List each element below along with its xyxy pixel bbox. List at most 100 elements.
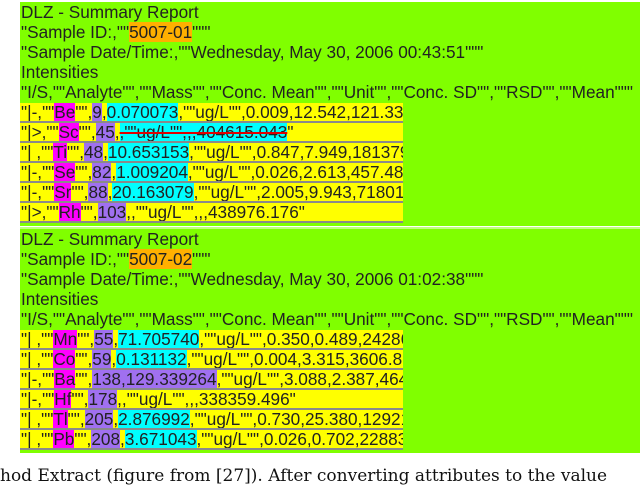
report-title: DLZ - Summary Report [21,229,199,249]
text-segment: "|-,"" [21,370,55,389]
text-segment: "|-,"" [21,163,55,182]
mass-highlight: 48 [84,143,104,162]
text-segment: ,""ug/L"",0.009,12.542,121.334" [178,103,403,122]
sample-id-suffix: """ [192,22,211,42]
mass-highlight: 178 [88,390,118,409]
analyte-highlight: Tl [53,410,68,429]
analyte-highlight: Se [54,163,76,182]
text-segment: "| ,"" [21,350,54,369]
text-segment: "|>,"" [21,203,59,222]
sample-id-suffix: """ [192,249,211,269]
table-row: "|-,""Ba"",138,129.339264,""ug/L"",3.088… [20,370,403,390]
analyte-highlight: Ba [54,370,76,389]
text-segment: ,,""ug/L"",,,438976.176" [126,203,305,222]
text-segment: "", [75,350,93,369]
text-segment: "| ,"" [21,330,54,349]
mass-highlight: 138,129.339264 [92,370,217,389]
text-segment: , [120,430,125,449]
text-segment: " [287,123,294,142]
mass-highlight: 208 [91,430,121,449]
text-segment: , [111,163,117,182]
column-header: "I/S,""Analyte"",""Mass"",""Conc. Mean""… [21,309,633,329]
text-segment: ,""ug/L"",0.730,25.380,129217.588" [189,410,403,429]
mass-highlight: 9 [92,103,102,122]
text-segment: , [113,410,119,429]
table-row: "| ,""Ti"",48,10.653153,""ug/L"",0.847,7… [20,143,403,163]
struck-out-segment: ,""ug/L"",,,404615.043 [119,123,288,142]
mass-highlight: 82 [92,163,112,182]
text-segment: "", [71,183,89,202]
sample-id-line: "Sample ID:,""5007-02""" [20,249,640,269]
sample-id-label: "Sample ID:,"" [21,249,130,269]
analyte-highlight: Sr [54,183,72,202]
table-row: "|-,""Hf"",178,,""ug/L"",,,338359.496" [20,390,403,410]
text-segment: ,""ug/L"",0.350,0.489,2428667.736" [199,330,403,349]
conc-mean-highlight: 20.163079 [112,183,194,202]
text-segment: "", [75,103,93,122]
text-segment: "", [80,203,98,222]
table-row: "|>,""Rh"",103,,""ug/L"",,,438976.176" [20,203,403,223]
text-segment: , [113,330,119,349]
mass-highlight: 103 [97,203,127,222]
sample-datetime: "Sample Date/Time:,""Wednesday, May 30, … [21,269,484,289]
conc-mean-highlight: 71.705740 [118,330,200,349]
text-segment: "| ,"" [21,143,54,162]
text-segment: , [107,183,113,202]
text-segment: , [114,123,120,142]
conc-mean-highlight: 10.653153 [107,143,190,162]
sample-id-line: "Sample ID:,""5007-01""" [20,22,640,42]
table-row: "|-,""Se"",82,1.009204,""ug/L"",0.026,2.… [20,163,403,183]
sample-id-value: 5007-01 [129,22,193,42]
analyte-highlight: Hf [54,390,72,409]
table-row: "|>,""Sc"",45,,""ug/L"",,,404615.043" [20,123,403,143]
mass-highlight: 205 [84,410,114,429]
table-row: "| ,""Tl"",205,2.876992,""ug/L"",0.730,2… [20,410,403,430]
report-title: DLZ - Summary Report [21,2,199,22]
text-segment: "| ,"" [21,430,54,449]
text-segment: , [101,103,107,122]
text-segment: ,,""ug/L"",,,338359.496" [117,390,296,409]
table-row: "| ,""Co"",59,0.131132,""ug/L"",0.004,3.… [20,350,403,370]
conc-mean-highlight: 2.876992 [118,410,190,429]
summary-report-2: DLZ - Summary Report "Sample ID:,""5007-… [20,229,640,453]
sample-id-value: 5007-02 [129,249,193,269]
analyte-highlight: Co [53,350,76,369]
mass-highlight: 45 [95,123,115,142]
caption-fragment: hod Extract (figure from [27]). After co… [0,466,608,486]
sample-id-label: "Sample ID:,"" [21,22,130,42]
table-row: "|-,""Sr"",88,20.163079,""ug/L"",2.005,9… [20,183,403,203]
table-row: "| ,""Mn"",55,71.705740,""ug/L"",0.350,0… [20,330,403,350]
table-row: "| ,""Pb"",208,3.671043,""ug/L"",0.026,0… [20,430,403,450]
text-segment: "", [75,370,93,389]
table-row: "|-,""Be"",9,0.070073,""ug/L"",0.009,12.… [20,103,403,123]
text-segment: "", [75,163,93,182]
text-segment: "", [74,430,92,449]
text-segment: "|-,"" [21,390,55,409]
mass-highlight: 59 [92,350,112,369]
text-segment: "|-,"" [21,183,55,202]
analyte-highlight: Ti [53,143,68,162]
analyte-highlight: Mn [53,330,78,349]
section-label: Intensities [21,62,99,82]
analyte-highlight: Be [54,103,76,122]
text-segment: ,""ug/L"",0.004,3.315,3606.816" [186,350,403,369]
text-segment: , [111,350,117,369]
data-rows: "|-,""Be"",9,0.070073,""ug/L"",0.009,12.… [20,103,403,223]
text-segment: "| ,"" [21,410,54,429]
text-segment: ,""ug/L"",0.847,7.949,181379.200" [189,143,403,162]
text-segment: "", [67,143,84,162]
column-header: "I/S,""Analyte"",""Mass"",""Conc. Mean""… [21,82,633,102]
analyte-highlight: Sc [58,123,79,142]
conc-mean-highlight: 1.009204 [116,163,188,182]
conc-mean-highlight: 0.070073 [106,103,179,122]
sample-datetime: "Sample Date/Time:,""Wednesday, May 30, … [21,42,484,62]
text-segment: ,""ug/L"",0.026,2.613,457.487" [187,163,403,182]
divider [20,227,640,229]
text-segment: ,""ug/L"",0.026,0.702,228830.402" [196,430,404,449]
text-segment: ,""ug/L"",2.005,9.943,718014.023" [193,183,403,202]
text-segment: "|-,"" [21,103,55,122]
conc-mean-highlight: 3.671043 [124,430,197,449]
text-segment: "", [67,410,85,429]
mass-highlight: 88 [88,183,108,202]
analyte-highlight: Pb [53,430,75,449]
